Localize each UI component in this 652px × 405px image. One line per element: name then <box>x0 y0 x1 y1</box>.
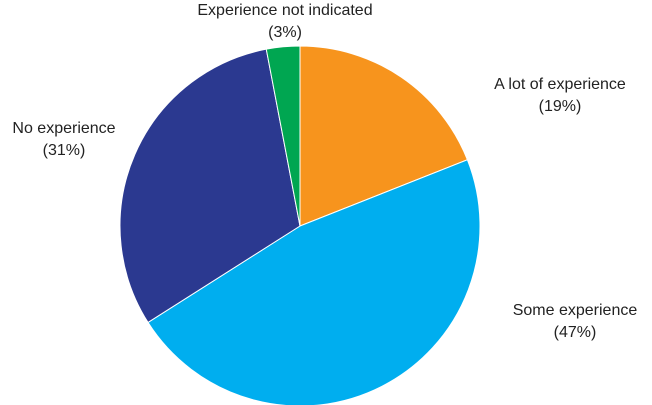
pie-slice-experience-not-indicated <box>265 45 301 227</box>
slice-percent-experience-not-indicated: (3%) <box>268 24 302 41</box>
pie-slice-a-lot-of-experience <box>299 45 469 227</box>
slice-label-experience-not-indicated: Experience not indicated <box>197 2 372 19</box>
pie-slice-no-experience <box>119 48 301 324</box>
slice-percent-no-experience: (31%) <box>43 142 86 159</box>
pie-slice-some-experience <box>147 159 481 405</box>
slice-percent-a-lot-of-experience: (19%) <box>539 98 582 115</box>
slice-label-a-lot-of-experience: A lot of experience <box>494 76 626 93</box>
slice-label-some-experience: Some experience <box>513 302 638 319</box>
slice-label-no-experience: No experience <box>12 120 115 137</box>
slice-percent-some-experience: (47%) <box>554 324 597 341</box>
